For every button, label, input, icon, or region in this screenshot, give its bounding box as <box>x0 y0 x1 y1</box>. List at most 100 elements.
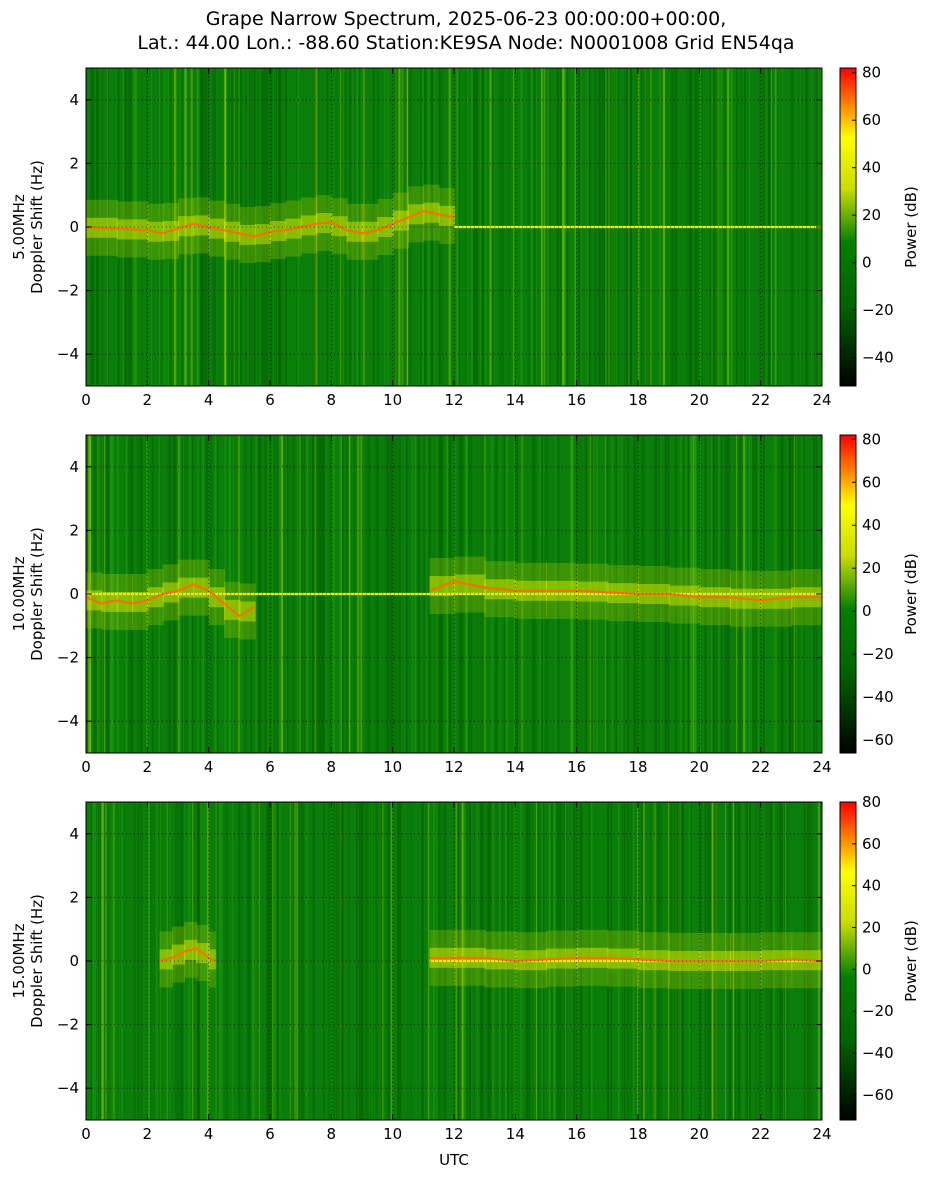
spectrogram-stripe <box>151 802 153 1120</box>
x-tick-label: 24 <box>812 391 831 409</box>
spectrogram-stripe <box>167 68 169 386</box>
spectrogram-stripe <box>296 802 299 1120</box>
spectrogram-stripe <box>247 68 249 386</box>
spectrogram-stripe <box>166 802 168 1120</box>
spectrogram-stripe <box>316 68 320 386</box>
x-tick-label: 6 <box>265 1125 275 1143</box>
spectrogram-stripe <box>363 68 366 386</box>
spectrogram-stripe <box>248 802 251 1120</box>
x-tick-label: 8 <box>327 758 337 776</box>
colorbar-tick-label: −40 <box>862 349 894 367</box>
spectrogram-stripe <box>147 802 150 1120</box>
y-axis-label: 10.00MHz <box>10 556 28 631</box>
spectrogram-stripe <box>356 68 359 386</box>
spectrogram-stripe <box>144 68 146 386</box>
colorbar <box>839 67 857 387</box>
spectrogram-stripe <box>92 802 95 1120</box>
x-tick-label: 6 <box>265 391 275 409</box>
spectrogram-stripe <box>366 802 369 1120</box>
y-tick-label: 0 <box>69 218 79 236</box>
spectrogram-stripe <box>362 68 365 386</box>
colorbar-tick-label: 40 <box>862 877 881 895</box>
spectrogram-stripe <box>339 802 341 1120</box>
spectrogram-stripe <box>437 68 439 386</box>
spectrogram-stripe <box>155 802 158 1120</box>
spectrogram-stripe <box>397 802 399 1120</box>
plot-area <box>86 435 822 753</box>
y-tick-label: 0 <box>69 952 79 970</box>
spectrogram-stripe <box>407 802 409 1120</box>
spectrogram-stripe <box>190 68 193 386</box>
y-tick-label: 2 <box>69 154 79 172</box>
spectrogram-stripe <box>116 68 118 386</box>
spectrogram-stripe <box>267 802 270 1120</box>
spectrogram-stripe <box>94 802 97 1120</box>
spectrogram-stripe <box>312 802 315 1120</box>
spectrogram-stripe <box>359 68 361 386</box>
colorbar-tick-label: 20 <box>862 559 881 577</box>
colorbar-tick-label: 60 <box>862 835 881 853</box>
x-tick-label: 10 <box>383 391 402 409</box>
x-tick-label: 16 <box>567 1125 586 1143</box>
y-tick-label: 4 <box>69 825 79 843</box>
x-tick-label: 0 <box>81 391 91 409</box>
spectrogram-stripe <box>372 802 374 1120</box>
chart-title-line-1: Grape Narrow Spectrum, 2025-06-23 00:00:… <box>205 8 727 30</box>
spectrogram-stripe <box>107 68 109 386</box>
spectrogram-stripe <box>410 802 412 1120</box>
spectrogram-stripe <box>217 802 219 1120</box>
colorbar-tick-label: 0 <box>862 602 872 620</box>
spectrogram-stripe <box>150 68 152 386</box>
spectrogram-stripe <box>302 802 305 1120</box>
spectrogram-stripe <box>264 68 267 386</box>
carrier-trace <box>159 947 822 963</box>
spectrogram-stripe <box>399 802 402 1120</box>
y-tick-label: 0 <box>69 585 79 603</box>
spectrogram-stripe <box>96 802 98 1120</box>
colorbar-label: Power (dB) <box>902 920 920 1002</box>
x-tick-label: 18 <box>628 758 647 776</box>
spectrogram-stripe <box>145 68 147 386</box>
spectrogram-stripe <box>227 68 230 386</box>
spectrogram-stripe <box>143 68 145 386</box>
spectrogram-stripe <box>391 802 393 1120</box>
spectrogram-stripe <box>247 802 249 1120</box>
colorbar-label: Power (dB) <box>902 553 920 635</box>
x-tick-label: 22 <box>751 758 770 776</box>
spectrogram-stripe <box>209 802 210 1120</box>
x-tick-label: 8 <box>327 1125 337 1143</box>
spectrogram-stripe <box>119 802 121 1120</box>
spectrogram-stripe <box>402 68 404 386</box>
spectrogram-stripe <box>280 68 282 386</box>
colorbar <box>839 801 857 1121</box>
spectrogram-stripe <box>270 802 273 1120</box>
spectrogram-stripe <box>200 802 203 1120</box>
spectrogram-stripe <box>266 68 269 386</box>
spectrogram-stripe <box>294 802 296 1120</box>
spectrogram-stripe <box>376 68 379 386</box>
spectrogram-stripe <box>131 68 133 386</box>
spectrogram-stripe <box>428 68 431 386</box>
spectrogram-stripe <box>221 68 223 386</box>
carrier-trace <box>86 209 455 238</box>
spectrogram-stripe <box>140 802 142 1120</box>
spectrogram-stripe <box>164 68 166 386</box>
spectrogram-stripe <box>438 68 442 386</box>
spectrogram-stripe <box>339 802 342 1120</box>
spectrogram-stripe <box>196 68 198 386</box>
spectrogram-stripe <box>117 68 119 386</box>
spectrogram-stripe <box>173 68 177 386</box>
y-tick-label: 2 <box>69 521 79 539</box>
spectrogram-stripe <box>234 68 236 386</box>
spectrogram-stripe <box>203 802 204 1120</box>
spectrogram-stripe <box>345 68 346 386</box>
spectrogram-stripe <box>196 802 199 1120</box>
spectrogram-stripe <box>248 68 251 386</box>
spectrogram-stripe <box>170 68 172 386</box>
y-axis-label: 5.00MHz <box>10 194 28 260</box>
spectrogram-stripe <box>342 68 344 386</box>
spectrogram-stripe <box>396 68 400 386</box>
x-tick-label: 20 <box>690 1125 709 1143</box>
spectrogram-stripe <box>381 802 382 1120</box>
